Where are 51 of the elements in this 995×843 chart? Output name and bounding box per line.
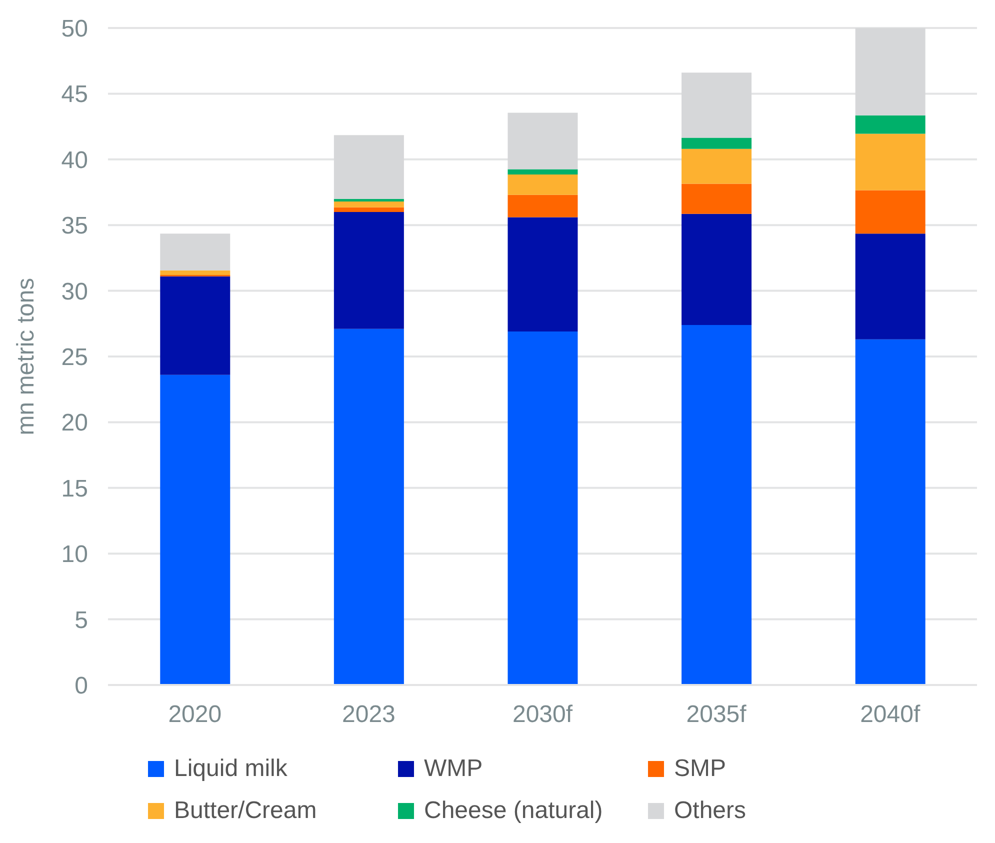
bar (682, 72, 752, 138)
bar (334, 328, 404, 685)
bar (682, 148, 752, 184)
y-tick-label: 35 (61, 212, 88, 240)
y-tick-label: 50 (61, 16, 88, 43)
bar (334, 198, 404, 202)
bar (508, 169, 578, 175)
y-tick-label: 30 (61, 278, 88, 306)
legend-label: Butter/Cream (174, 797, 317, 825)
y-axis-title: mn metric tons (12, 278, 40, 436)
bar (160, 234, 230, 270)
bar (160, 276, 230, 375)
x-tick-label: 2020 (168, 701, 222, 728)
bar (334, 201, 404, 208)
bar (508, 112, 578, 170)
bar (855, 339, 926, 685)
legend-label: WMP (424, 755, 483, 783)
bar (508, 174, 578, 195)
x-tick-label: 2030f (512, 701, 573, 728)
bar (855, 134, 926, 190)
bar (682, 138, 752, 149)
bar (682, 324, 752, 685)
bar (334, 207, 404, 212)
legend-label: Cheese (natural) (424, 797, 603, 825)
y-tick-label: 45 (61, 81, 88, 108)
bar (160, 270, 230, 276)
legend-label: SMP (674, 755, 726, 783)
bar (334, 212, 404, 329)
bar (160, 374, 230, 685)
x-tick-label: 2035f (686, 701, 747, 728)
bar (508, 194, 578, 218)
y-tick-label: 5 (74, 606, 88, 634)
y-tick-label: 40 (61, 146, 88, 174)
x-tick-label: 2023 (342, 701, 396, 728)
bar (682, 214, 752, 325)
y-tick-label: 25 (61, 344, 88, 372)
x-tick-label: 2040f (860, 701, 920, 728)
bar (508, 217, 578, 332)
bar (334, 135, 404, 199)
y-tick-label: 10 (61, 541, 88, 568)
legend-label: Others (674, 797, 746, 825)
y-tick-label: 15 (61, 475, 88, 502)
y-tick-label: 20 (61, 410, 88, 437)
bar (855, 190, 926, 234)
legend-label: Liquid milk (174, 755, 288, 783)
bar (682, 184, 752, 214)
y-tick-label: 0 (74, 672, 88, 700)
bar (855, 234, 926, 340)
bar (855, 115, 926, 134)
bar (508, 332, 578, 685)
bar (855, 28, 926, 116)
